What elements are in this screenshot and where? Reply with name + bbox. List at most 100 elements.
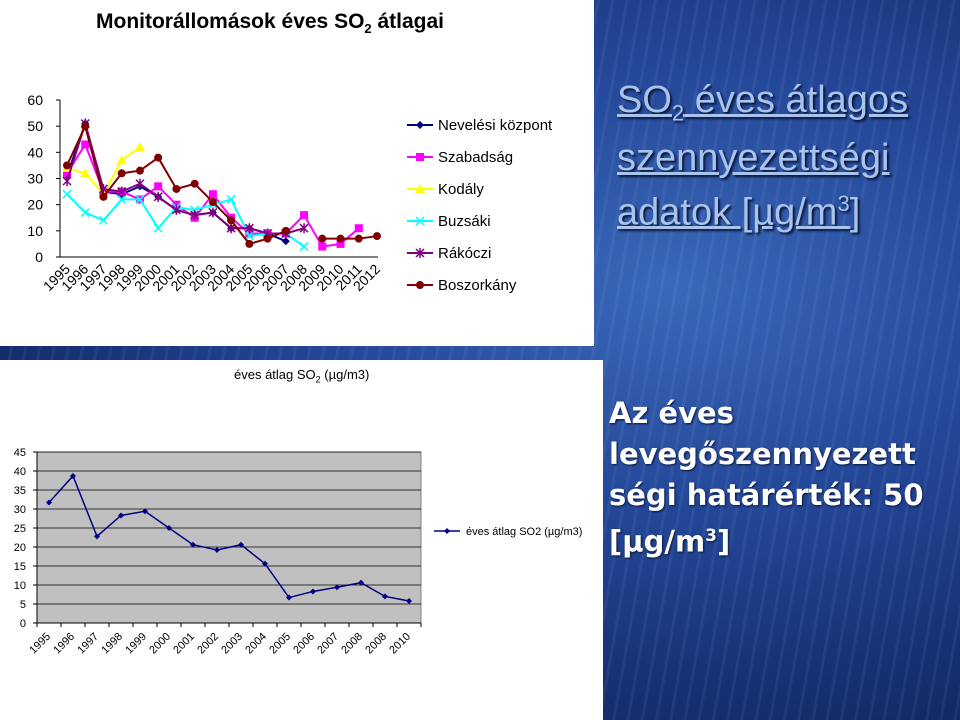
data-point	[208, 190, 217, 199]
data-point	[286, 594, 292, 601]
y-tick-label: 20	[27, 197, 43, 213]
data-point	[153, 191, 163, 202]
data-point	[46, 499, 52, 506]
data-point	[281, 237, 290, 246]
data-point	[318, 234, 327, 243]
data-point	[80, 168, 91, 178]
legend-label: Buzsáki	[438, 213, 491, 230]
legend-label: Szabadság	[438, 149, 513, 166]
data-point	[336, 234, 345, 243]
data-point	[214, 547, 220, 554]
data-point	[98, 215, 109, 225]
y-tick-label: 0	[20, 618, 26, 630]
x-tick-label: 2005	[267, 631, 293, 657]
x-tick-label: 1996	[51, 631, 77, 657]
y-tick-label: 50	[27, 118, 43, 134]
legend-label: Nevelési központ	[438, 117, 553, 134]
legend-marker	[415, 248, 425, 258]
y-tick-label: 30	[14, 504, 26, 516]
data-point	[245, 229, 254, 238]
data-point	[70, 472, 76, 479]
series-line	[322, 235, 378, 240]
y-tick-label: 15	[14, 561, 26, 573]
y-tick-label: 60	[27, 92, 43, 108]
data-point	[62, 189, 72, 199]
x-tick-label: 2010	[387, 631, 413, 657]
data-point	[244, 231, 254, 241]
data-point	[80, 207, 90, 218]
data-point	[118, 512, 124, 519]
bottom-chart-title: éves átlag SO2 (µg/m3)	[234, 367, 370, 385]
data-point	[94, 533, 100, 540]
x-tick-label: 2007	[315, 631, 341, 657]
data-point	[354, 224, 363, 233]
x-tick-label: 1995	[27, 631, 53, 657]
data-point	[281, 226, 290, 235]
x-tick-label: 2002	[195, 631, 221, 657]
series-line	[48, 474, 410, 602]
data-point	[99, 192, 108, 201]
x-tick-label: 2006	[291, 631, 317, 657]
limit-value-text: Az éves levegőszennyezett ségi határérté…	[609, 396, 924, 559]
data-point	[172, 200, 181, 209]
y-tick-label: 30	[27, 171, 43, 187]
data-point	[299, 242, 309, 252]
x-tick-label: 2008	[363, 631, 389, 657]
data-point	[171, 204, 181, 215]
data-point	[63, 161, 71, 170]
y-tick-label: 40	[14, 466, 26, 478]
data-point	[135, 194, 145, 204]
y-tick-label: 45	[14, 447, 26, 459]
data-point	[134, 142, 145, 152]
data-point	[263, 234, 272, 243]
data-point	[245, 239, 254, 248]
top-chart-title: Monitorállomások éves SO2 átlagai	[96, 10, 445, 37]
data-point	[382, 593, 388, 600]
data-point	[154, 153, 163, 162]
data-point	[117, 186, 127, 197]
x-tick-label: 1999	[123, 631, 149, 657]
legend-label: Rákóczi	[438, 245, 491, 262]
data-point	[166, 525, 172, 531]
data-point	[172, 184, 181, 193]
legend-label: Boszorkány	[438, 277, 517, 294]
y-tick-label: 40	[27, 144, 43, 160]
x-tick-label: 2000	[147, 631, 173, 657]
legend-label: éves átlag SO2 (µg/m3)	[466, 526, 582, 538]
data-point	[135, 178, 145, 189]
data-point	[262, 560, 268, 567]
x-tick-label: 1998	[99, 631, 125, 657]
legend-marker	[444, 528, 450, 534]
x-tick-label: 2004	[243, 631, 269, 657]
data-point	[117, 194, 127, 204]
data-point	[336, 239, 345, 248]
data-point	[190, 210, 200, 221]
data-point	[238, 541, 244, 548]
x-tick-label: 2008	[339, 631, 365, 657]
data-point	[226, 194, 236, 204]
data-point	[81, 140, 90, 149]
data-point	[373, 232, 381, 241]
y-tick-label: 0	[35, 249, 43, 265]
y-tick-label: 10	[14, 580, 26, 592]
legend-marker	[415, 184, 425, 193]
data-point	[154, 182, 163, 191]
data-point	[116, 155, 127, 165]
data-point	[310, 588, 316, 595]
data-point	[63, 169, 71, 178]
data-point	[81, 122, 90, 131]
y-tick-label: 35	[14, 485, 26, 497]
data-point	[135, 166, 144, 175]
data-point	[142, 508, 148, 515]
series-line	[66, 120, 305, 235]
data-point	[226, 223, 236, 234]
data-point	[299, 223, 309, 234]
data-point	[62, 176, 72, 187]
plot-area	[36, 451, 422, 624]
data-point	[300, 211, 309, 220]
data-point	[208, 198, 217, 207]
y-tick-label: 5	[20, 599, 26, 611]
data-point	[354, 234, 363, 243]
